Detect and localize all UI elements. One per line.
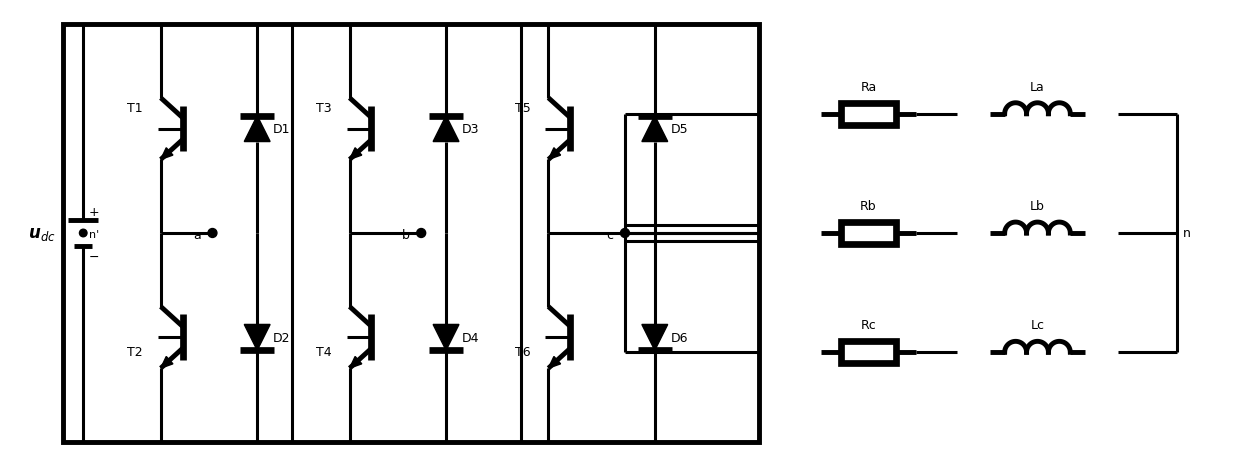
Text: Lc: Lc (1030, 319, 1044, 332)
Text: T6: T6 (515, 345, 531, 358)
Text: $\boldsymbol{u}_{dc}$: $\boldsymbol{u}_{dc}$ (27, 225, 56, 243)
Text: T3: T3 (316, 101, 331, 114)
Text: D3: D3 (463, 123, 480, 136)
Text: D4: D4 (463, 331, 480, 344)
Text: n': n' (89, 230, 99, 239)
Text: D5: D5 (671, 123, 688, 136)
Text: D1: D1 (273, 123, 290, 136)
Text: T4: T4 (316, 345, 331, 358)
Bar (841, 104, 895, 125)
Polygon shape (433, 116, 459, 142)
Text: a: a (192, 229, 201, 242)
Circle shape (208, 229, 217, 238)
Polygon shape (350, 357, 362, 369)
Polygon shape (642, 325, 667, 350)
Text: Rc: Rc (861, 319, 877, 332)
Text: La: La (1030, 81, 1045, 94)
Polygon shape (244, 325, 270, 350)
Text: Ra: Ra (861, 81, 877, 94)
Text: D2: D2 (273, 331, 290, 344)
Text: c: c (606, 229, 613, 242)
Text: +: + (88, 205, 99, 218)
Polygon shape (244, 116, 270, 142)
Circle shape (79, 230, 87, 237)
Text: Lb: Lb (1030, 200, 1045, 213)
Text: T5: T5 (515, 101, 531, 114)
Text: n: n (1183, 227, 1190, 240)
Text: $-$: $-$ (88, 250, 99, 263)
Bar (841, 342, 895, 363)
Text: T1: T1 (128, 101, 143, 114)
Polygon shape (642, 116, 667, 142)
Polygon shape (548, 357, 560, 369)
Polygon shape (350, 149, 362, 160)
Polygon shape (161, 357, 172, 369)
Text: D6: D6 (671, 331, 688, 344)
Polygon shape (433, 325, 459, 350)
Text: b: b (402, 229, 409, 242)
Text: T2: T2 (128, 345, 143, 358)
Polygon shape (161, 149, 172, 160)
Polygon shape (548, 149, 560, 160)
Circle shape (417, 229, 425, 238)
Bar (63, 25, 759, 442)
Circle shape (620, 229, 630, 238)
Bar (841, 223, 895, 244)
Text: Rb: Rb (861, 200, 877, 213)
